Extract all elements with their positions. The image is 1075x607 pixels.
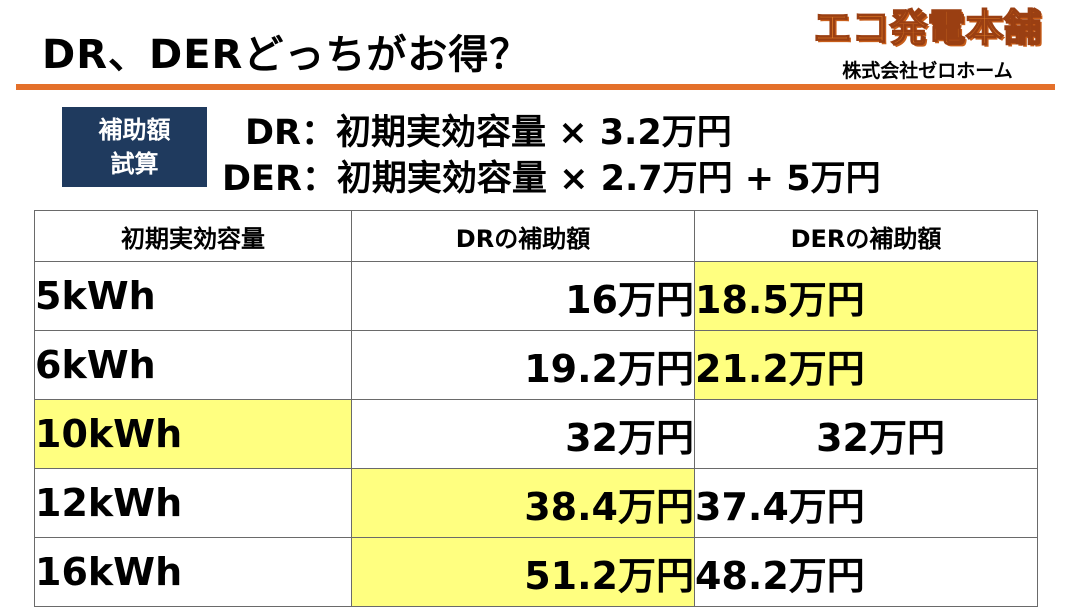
table-row: 12kWh 38.4万円 37.4万円 [34,468,1038,538]
der-cell: 21.2万円 [694,330,1038,400]
dr-cell: 19.2万円 [351,330,695,400]
capacity-cell: 10kWh [34,399,352,469]
table-row: 16kWh 51.2万円 48.2万円 [34,537,1038,607]
capacity-cell: 5kWh [34,261,352,331]
company-name: 株式会社ゼロホーム [842,60,1013,82]
subsidy-badge: 補助額 試算 [62,107,207,187]
subsidy-table: 初期実効容量 DRの補助額 DERの補助額 5kWh 16万円 18.5万円 6… [34,210,1038,607]
page-title: DR、DERどっちがお得？ [42,32,531,78]
header-divider [16,84,1055,90]
der-cell: 18.5万円 [694,261,1038,331]
der-cell: 37.4万円 [694,468,1038,538]
dr-cell: 51.2万円 [351,537,695,607]
capacity-cell: 16kWh [34,537,352,607]
dr-formula: DR：初期実効容量 × 3.2万円 [245,113,732,153]
company-logo: エコ発電本舗 [813,5,1042,50]
header-der: DERの補助額 [694,210,1038,262]
table-row: 6kWh 19.2万円 21.2万円 [34,330,1038,400]
header-dr: DRの補助額 [351,210,695,262]
dr-cell: 16万円 [351,261,695,331]
capacity-cell: 12kWh [34,468,352,538]
der-cell: 32万円 [694,399,1038,469]
table-header-row: 初期実効容量 DRの補助額 DERの補助額 [34,210,1038,262]
der-formula: DER：初期実効容量 × 2.7万円 + 5万円 [222,159,881,199]
badge-line-1: 補助額 [98,116,171,144]
capacity-cell: 6kWh [34,330,352,400]
der-cell: 48.2万円 [694,537,1038,607]
badge-line-2: 試算 [110,150,159,178]
header-capacity: 初期実効容量 [34,210,352,262]
dr-cell: 38.4万円 [351,468,695,538]
table-row: 10kWh 32万円 32万円 [34,399,1038,469]
table-row: 5kWh 16万円 18.5万円 [34,261,1038,331]
dr-cell: 32万円 [351,399,695,469]
